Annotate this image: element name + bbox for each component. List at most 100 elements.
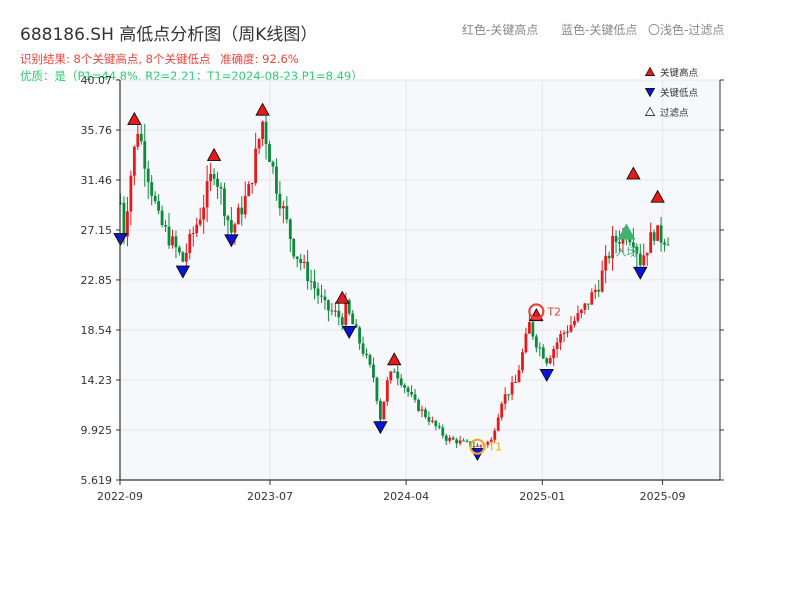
- candle-body: [479, 445, 483, 447]
- candle-body: [378, 400, 382, 420]
- candle-body: [126, 211, 129, 237]
- legend-low-label: 关键低点: [660, 87, 699, 99]
- candle-body: [430, 420, 434, 422]
- candle-body: [226, 216, 230, 221]
- candle-body: [656, 225, 660, 241]
- candle-body: [195, 224, 199, 233]
- candle-body: [462, 440, 465, 442]
- candle-body: [136, 133, 140, 147]
- candle-body: [212, 174, 216, 179]
- candle-body: [652, 232, 656, 241]
- candle-body: [139, 133, 143, 142]
- candle-body: [597, 289, 601, 292]
- candle-body: [666, 244, 670, 246]
- candle-body: [579, 309, 583, 314]
- candle-body: [500, 403, 504, 418]
- key-low-marker: [224, 234, 239, 248]
- candle-body: [361, 343, 365, 354]
- candle-body: [628, 239, 632, 243]
- candle-body: [583, 303, 587, 310]
- candle-body: [292, 239, 296, 257]
- candle-body: [351, 313, 355, 325]
- candle-body: [590, 292, 594, 305]
- candle-body: [323, 296, 327, 301]
- candle-body: [392, 371, 396, 373]
- accuracy-text: 准确度: 92.6%: [220, 52, 299, 66]
- candle-body: [417, 399, 420, 411]
- candle-body: [275, 166, 278, 194]
- y-tick-label: 18.54: [81, 324, 113, 337]
- x-tick-label: 2022-09: [97, 490, 143, 503]
- candle-body: [399, 378, 403, 386]
- candle-body: [524, 333, 528, 353]
- candle-body: [437, 426, 441, 428]
- result-text: 识别结果: 8个关键高点, 8个关键低点: [20, 52, 211, 66]
- candle-body: [573, 320, 576, 326]
- page-title: 688186.SH 高低点分析图（周K线图）: [20, 25, 318, 45]
- candle-body: [216, 178, 219, 187]
- candle-body: [410, 392, 413, 395]
- candle-body: [528, 322, 531, 334]
- candle-body: [496, 417, 500, 431]
- legend-filtered-icon: [644, 106, 656, 116]
- candle-body: [489, 439, 493, 442]
- t1-circle: [469, 438, 486, 455]
- candle-body: [614, 236, 618, 243]
- candle-body: [365, 353, 368, 355]
- candle-body: [316, 288, 320, 296]
- candle-body: [531, 322, 535, 337]
- candle-body: [302, 261, 306, 264]
- y-tick-label: 35.76: [81, 124, 113, 137]
- candle-body: [413, 394, 417, 400]
- candle-body: [503, 394, 507, 404]
- candle-body: [243, 195, 247, 215]
- candle-body: [330, 310, 334, 312]
- candle-body: [562, 332, 566, 335]
- candle-body: [406, 387, 410, 393]
- candle-body: [659, 225, 663, 243]
- candle-body: [372, 364, 375, 378]
- candle-body: [233, 224, 237, 233]
- candle-body: [146, 168, 150, 183]
- candle-body: [223, 188, 226, 217]
- candle-body: [240, 207, 244, 215]
- candle-body: [288, 219, 292, 240]
- candle-body: [264, 121, 268, 145]
- axes-layer: 40.07 35.76 31.46 27.15 22.85 18.54 14.23 9.925…: [81, 74, 724, 503]
- candle-body: [209, 174, 212, 182]
- y-tick-label: 14.23: [81, 374, 113, 387]
- candle-body: [299, 259, 303, 264]
- candle-body: [337, 310, 341, 318]
- candle-body: [552, 348, 556, 359]
- candle-body: [261, 121, 264, 140]
- candle-body: [247, 184, 251, 196]
- candle-body: [486, 441, 490, 445]
- candle-body: [618, 242, 621, 244]
- candle-body: [327, 300, 330, 311]
- candle-body: [164, 225, 167, 227]
- candle-body: [548, 358, 552, 364]
- key-low-marker: [633, 266, 648, 280]
- candle-body: [444, 435, 448, 441]
- candle-body: [344, 300, 348, 325]
- candle-body: [229, 220, 233, 233]
- markers-layer: T1 T2 入场: [113, 102, 665, 461]
- candle-body: [465, 440, 469, 442]
- candle-body: [645, 252, 649, 256]
- candle-body: [309, 281, 313, 283]
- candle-body: [306, 261, 310, 282]
- candle-body: [358, 327, 362, 344]
- y-tick-label: 22.85: [81, 274, 113, 287]
- t1-label: T1: [487, 441, 502, 454]
- key-high-marker: [255, 102, 270, 116]
- candle-body: [188, 233, 192, 254]
- candle-body: [434, 420, 438, 427]
- candle-body: [642, 255, 646, 266]
- candle-body: [507, 394, 511, 396]
- candle-body: [143, 141, 147, 169]
- candle-body: [382, 401, 386, 420]
- candle-body: [448, 437, 452, 441]
- candle-body: [638, 253, 642, 266]
- candle-body: [157, 201, 161, 211]
